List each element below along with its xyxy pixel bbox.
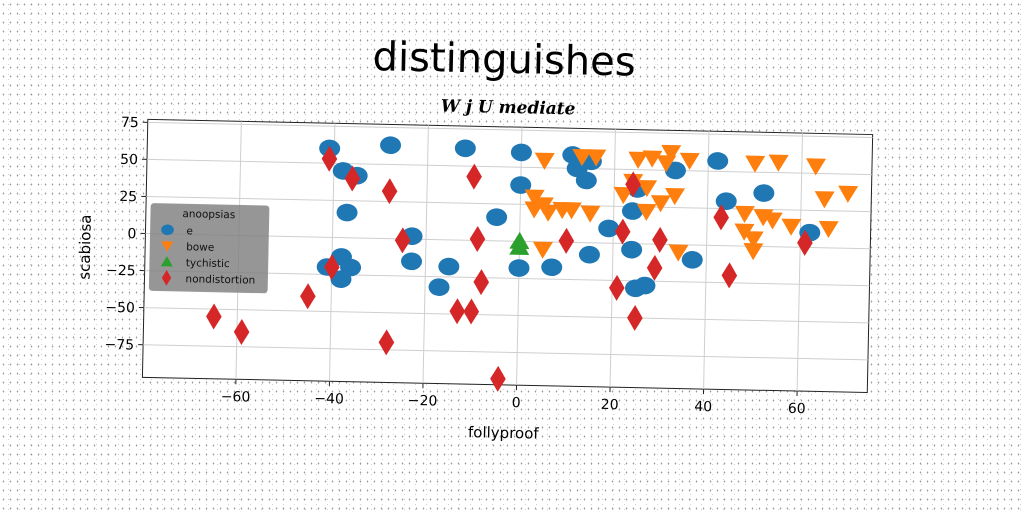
x-tick-label: 0 [512, 395, 521, 411]
y-tick-label: −25 [106, 263, 136, 280]
legend-label-bowe: bowe [186, 241, 214, 254]
y-axis-ticks: 75 50 25 0 −25 −50 −75 [104, 115, 148, 354]
x-tick-label: −40 [314, 391, 344, 408]
x-axis-label: follyproof [468, 423, 540, 442]
y-axis-label: scabiosa [75, 214, 94, 280]
y-tick-label: −50 [105, 300, 135, 317]
x-tick-label: 60 [788, 401, 806, 417]
y-tick-label: 75 [121, 115, 139, 131]
legend-label-nondistortion: nondistortion [185, 273, 255, 286]
x-tick-label: 20 [601, 397, 619, 413]
x-tick-label: −20 [408, 393, 438, 410]
y-tick-label: 50 [120, 152, 138, 168]
chart-subtitle: W j U mediate [441, 97, 576, 120]
y-tick-label: 25 [119, 189, 137, 205]
y-tick-label: 0 [127, 226, 136, 242]
y-tick-label: −75 [104, 337, 134, 354]
chart-title: distinguishes [372, 34, 636, 85]
legend: anoopsias e bowe tychistic nondistortion [149, 203, 269, 292]
legend-title: anoopsias [182, 208, 235, 221]
x-tick-label: 40 [694, 399, 712, 415]
legend-label-tychistic: tychistic [186, 257, 230, 270]
legend-label-e: e [186, 225, 193, 237]
x-tick-label: −60 [221, 389, 251, 406]
